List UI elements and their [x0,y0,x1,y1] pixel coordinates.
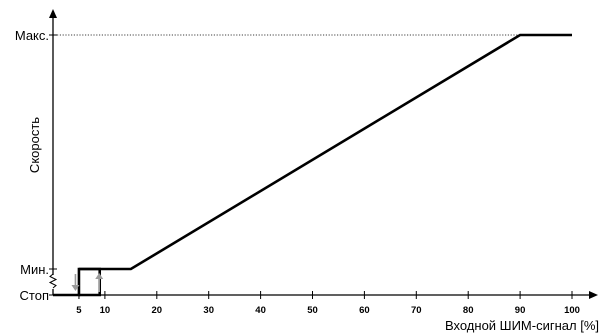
y-level-label-max: Макс. [15,28,49,43]
turn-off-arrowhead [71,285,80,291]
y-axis-arrowhead [49,9,57,18]
response-curve [53,33,572,297]
x-tick-label-5: 5 [76,305,82,316]
turn-on-arrowhead [95,273,104,279]
axes [49,9,598,299]
y-levels: Стоп Мин. Макс. [15,28,521,303]
x-tick-label-30: 30 [203,305,214,316]
x-tick-label-20: 20 [152,305,163,316]
axis-break-gap [50,275,56,289]
x-tick-label-50: 50 [307,305,318,316]
speed-curve [53,33,572,297]
y-level-label-stop: Стоп [20,288,49,303]
x-tick-label-70: 70 [411,305,422,316]
x-axis-arrowhead [589,291,598,299]
y-axis-title: Скорость [27,117,42,173]
x-axis-title: Входной ШИМ-сигнал [%] [445,318,599,333]
y-axis-break [48,273,58,289]
x-tick-label-60: 60 [359,305,370,316]
x-tick-label-90: 90 [515,305,526,316]
x-ticks: 5 10 20 30 40 50 60 70 80 90 100 [76,291,580,316]
x-tick-label-10: 10 [100,305,111,316]
y-level-label-min: Мин. [20,262,49,277]
x-tick-label-100: 100 [564,305,580,316]
startup-step [78,267,102,297]
hysteresis-arrows [71,273,104,292]
x-tick-label-40: 40 [255,305,266,316]
axis-break-zigzag [48,273,58,289]
x-tick-label-80: 80 [463,305,474,316]
